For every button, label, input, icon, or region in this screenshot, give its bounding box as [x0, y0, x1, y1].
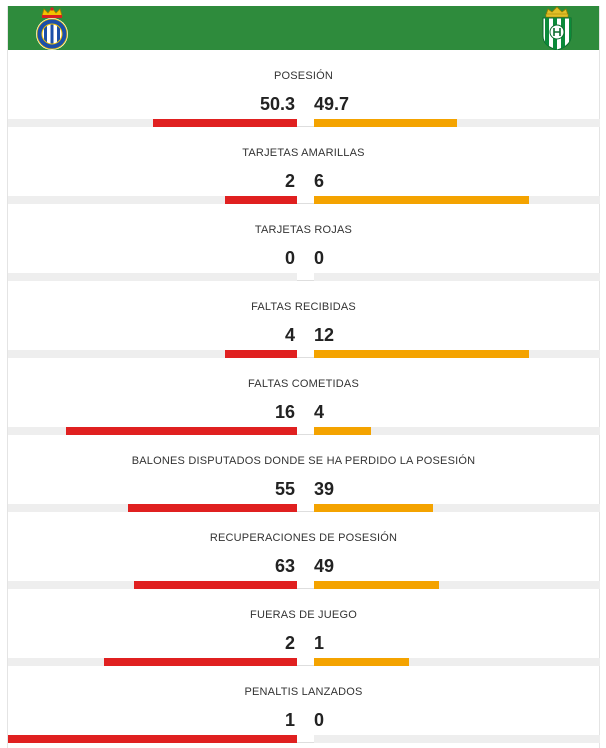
stat-row: TARJETAS AMARILLAS 2 6: [8, 127, 600, 204]
home-bar-track: [8, 350, 297, 358]
stat-label: FALTAS COMETIDAS: [248, 378, 359, 390]
home-value: 50.3: [259, 94, 295, 114]
away-value: 1: [314, 633, 325, 653]
home-value: 16: [274, 402, 295, 422]
home-bar-track: [8, 196, 297, 204]
stat-label: TARJETAS ROJAS: [254, 224, 353, 236]
stat-label: PENALTIS LANZADOS: [244, 686, 363, 698]
away-bar-track: [314, 196, 600, 204]
stat-label: FALTAS RECIBIDAS: [251, 301, 356, 313]
match-stats-panel: POSESIÓN 50.3 49.7 TARJETAS AMARILLAS 2 6 TARJ…: [7, 6, 600, 748]
home-bar-fill: [127, 504, 297, 512]
home-bar-track: [8, 735, 297, 743]
home-value: 55: [274, 479, 295, 499]
away-bar-fill: [314, 658, 410, 666]
home-bar-fill: [152, 119, 297, 127]
away-value: 4: [314, 402, 325, 422]
away-bar-track: [314, 350, 600, 358]
away-bar-track: [314, 658, 600, 666]
home-value: 2: [284, 633, 295, 653]
away-bar-fill: [314, 350, 529, 358]
away-bar-track: [314, 119, 600, 127]
teams-header: [8, 6, 599, 51]
home-bar-fill: [134, 581, 297, 589]
away-bar-track: [314, 273, 600, 281]
home-bar-fill: [104, 658, 297, 666]
away-value: 49: [314, 556, 335, 576]
stat-row: RECUPERACIONES DE POSESIÓN 63 49: [8, 512, 600, 589]
away-value: 49.7: [314, 94, 350, 114]
stat-row: PENALTIS LANZADOS 1 0: [8, 666, 600, 743]
away-value: 0: [314, 710, 325, 730]
home-bar-track: [8, 581, 297, 589]
stat-label: POSESIÓN: [273, 70, 334, 82]
away-bar-track: [314, 735, 600, 743]
home-bar-fill: [8, 735, 297, 743]
home-bar-track: [8, 119, 297, 127]
away-value: 6: [314, 171, 325, 191]
stat-row: FALTAS RECIBIDAS 4 12: [8, 281, 600, 358]
stat-row: TARJETAS ROJAS 0 0: [8, 204, 600, 281]
home-bar-fill: [65, 427, 297, 435]
away-value: 0: [314, 248, 325, 268]
home-value: 4: [284, 325, 295, 345]
stat-label: FUERAS DE JUEGO: [250, 609, 357, 621]
away-bar-track: [314, 427, 600, 435]
home-bar-track: [8, 504, 297, 512]
away-bar-fill: [314, 196, 529, 204]
home-bar-fill: [224, 196, 297, 204]
betis-crest-icon: [535, 6, 579, 51]
home-value: 0: [284, 248, 295, 268]
home-bar-track: [8, 658, 297, 666]
stat-label: TARJETAS AMARILLAS: [242, 147, 365, 159]
away-bar-fill: [314, 581, 440, 589]
stat-label: BALONES DISPUTADOS DONDE SE HA PERDIDO L…: [131, 455, 476, 467]
away-bar-track: [314, 504, 600, 512]
stat-row: FALTAS COMETIDAS 16 4: [8, 358, 600, 435]
away-bar-fill: [314, 504, 433, 512]
stat-row: POSESIÓN 50.3 49.7: [8, 50, 600, 127]
home-value: 2: [284, 171, 295, 191]
home-bar-track: [8, 273, 297, 281]
away-bar-track: [314, 581, 600, 589]
away-bar-fill: [314, 119, 457, 127]
home-bar-fill: [224, 350, 297, 358]
away-value: 12: [314, 325, 335, 345]
stat-row: BALONES DISPUTADOS DONDE SE HA PERDIDO L…: [8, 435, 600, 512]
stat-row: FUERAS DE JUEGO 2 1: [8, 589, 600, 666]
home-bar-track: [8, 427, 297, 435]
home-value: 63: [274, 556, 295, 576]
espanyol-crest-icon: [30, 6, 74, 50]
away-bar-fill: [314, 427, 372, 435]
away-value: 39: [314, 479, 335, 499]
stat-label: RECUPERACIONES DE POSESIÓN: [209, 532, 398, 544]
home-value: 1: [284, 710, 295, 730]
stats-list: POSESIÓN 50.3 49.7 TARJETAS AMARILLAS 2 6 TARJ…: [8, 50, 600, 743]
